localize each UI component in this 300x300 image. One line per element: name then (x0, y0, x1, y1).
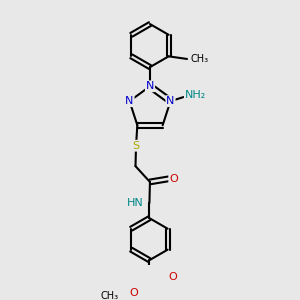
Text: NH₂: NH₂ (185, 90, 206, 100)
Text: CH₃: CH₃ (100, 291, 118, 300)
Text: CH₃: CH₃ (191, 54, 209, 64)
Text: O: O (169, 272, 177, 282)
Text: S: S (133, 141, 140, 151)
Text: O: O (130, 288, 139, 298)
Text: N: N (166, 96, 175, 106)
Text: N: N (146, 81, 154, 91)
Text: N: N (125, 96, 134, 106)
Text: HN: HN (127, 198, 144, 208)
Text: O: O (169, 174, 178, 184)
